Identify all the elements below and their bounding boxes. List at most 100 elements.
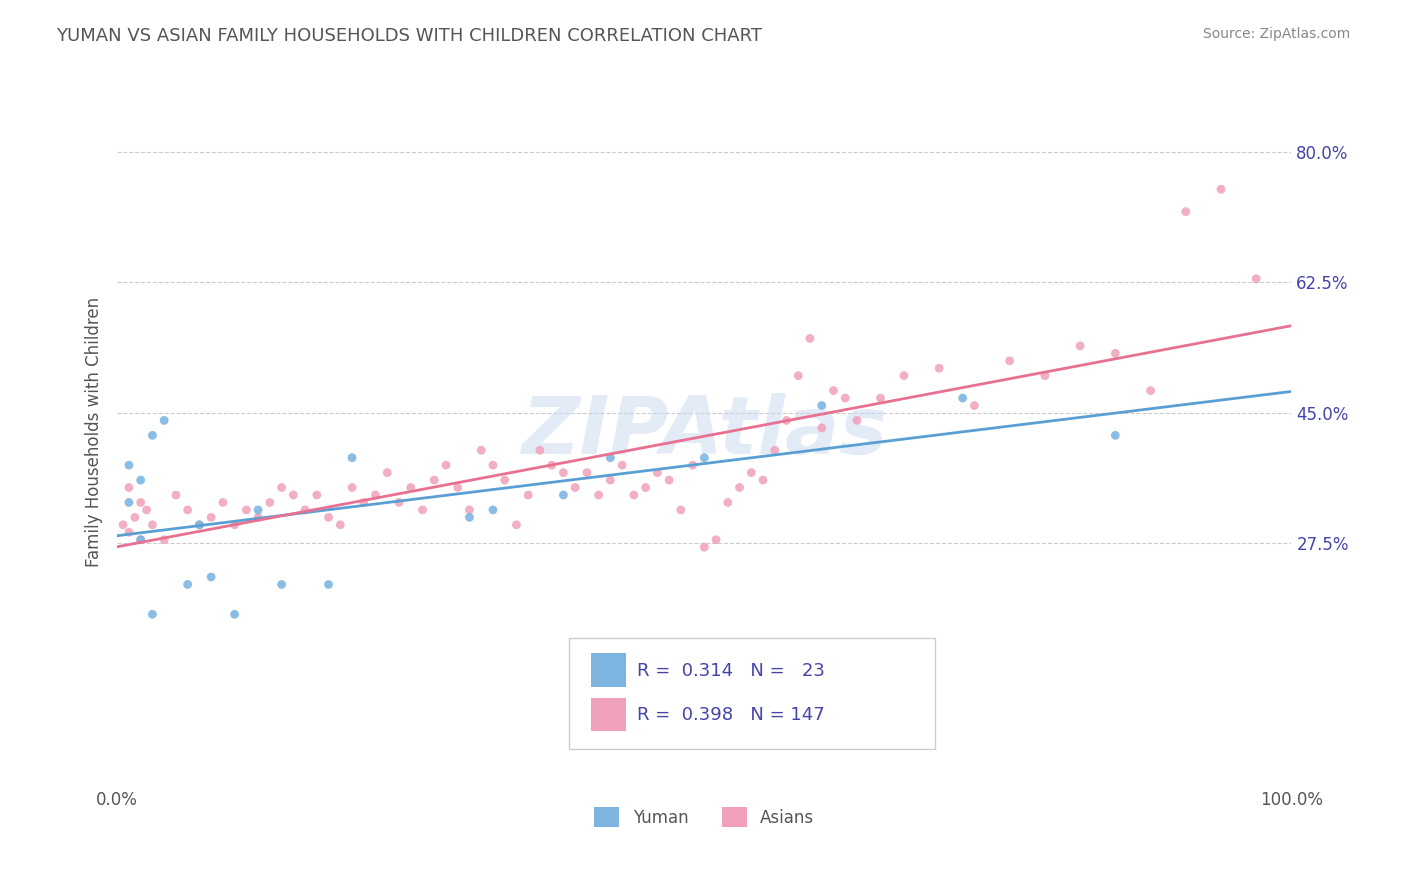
Point xyxy=(353,495,375,509)
Point xyxy=(259,495,281,509)
Point xyxy=(998,353,1021,368)
Point xyxy=(810,421,832,435)
Point xyxy=(153,533,176,547)
Point xyxy=(634,481,657,495)
Point xyxy=(752,473,775,487)
Point xyxy=(610,458,633,472)
Point xyxy=(364,488,387,502)
Point xyxy=(247,510,270,524)
Point xyxy=(141,607,163,622)
Point xyxy=(704,533,727,547)
Point xyxy=(124,510,146,524)
Point xyxy=(212,495,235,509)
Point xyxy=(717,495,740,509)
Point xyxy=(823,384,845,398)
Point xyxy=(564,481,586,495)
Point xyxy=(141,428,163,442)
Point xyxy=(340,450,363,465)
Point xyxy=(458,503,481,517)
Point xyxy=(294,503,316,517)
Point xyxy=(623,488,645,502)
Point xyxy=(118,495,141,509)
Point xyxy=(763,443,786,458)
Point xyxy=(112,517,135,532)
Point xyxy=(599,450,621,465)
Point xyxy=(540,458,562,472)
Point xyxy=(388,495,411,509)
Point xyxy=(482,503,505,517)
Point xyxy=(740,466,762,480)
Point xyxy=(118,481,141,495)
Point xyxy=(200,570,222,584)
Text: ZIPAtlas: ZIPAtlas xyxy=(522,392,887,471)
Point xyxy=(340,481,363,495)
Point xyxy=(165,488,187,502)
Point xyxy=(799,331,821,345)
Point xyxy=(1033,368,1056,383)
Point xyxy=(482,458,505,472)
Point xyxy=(505,517,527,532)
Point xyxy=(247,503,270,517)
Point xyxy=(1104,428,1126,442)
Point xyxy=(928,361,950,376)
Point xyxy=(235,503,257,517)
Point xyxy=(599,473,621,487)
Point xyxy=(588,488,610,502)
Point xyxy=(834,391,856,405)
Point xyxy=(129,533,152,547)
Point xyxy=(517,488,540,502)
Point xyxy=(270,577,292,591)
Point xyxy=(153,413,176,427)
Point xyxy=(1209,182,1232,196)
Point xyxy=(318,510,340,524)
Point xyxy=(329,517,352,532)
Point xyxy=(129,533,152,547)
Text: Source: ZipAtlas.com: Source: ZipAtlas.com xyxy=(1202,27,1350,41)
Point xyxy=(553,488,575,502)
Point xyxy=(434,458,457,472)
Point xyxy=(200,510,222,524)
Point xyxy=(810,399,832,413)
Point xyxy=(176,503,198,517)
Text: YUMAN VS ASIAN FAMILY HOUSEHOLDS WITH CHILDREN CORRELATION CHART: YUMAN VS ASIAN FAMILY HOUSEHOLDS WITH CH… xyxy=(56,27,762,45)
Point xyxy=(575,466,598,480)
Point xyxy=(129,473,152,487)
Point xyxy=(470,443,492,458)
Point xyxy=(224,517,246,532)
Point xyxy=(669,503,692,517)
Point xyxy=(1174,204,1197,219)
Point xyxy=(682,458,704,472)
Point xyxy=(188,517,211,532)
Point xyxy=(1244,272,1267,286)
Point xyxy=(869,391,891,405)
Point xyxy=(141,517,163,532)
Point xyxy=(399,481,422,495)
Point xyxy=(423,473,446,487)
Text: R =  0.398   N = 147: R = 0.398 N = 147 xyxy=(637,706,825,724)
Point xyxy=(118,458,141,472)
Point xyxy=(787,368,810,383)
Legend: Yuman, Asians: Yuman, Asians xyxy=(588,800,821,834)
Point xyxy=(553,466,575,480)
Point xyxy=(118,525,141,540)
Point xyxy=(305,488,328,502)
Text: R =  0.314   N =   23: R = 0.314 N = 23 xyxy=(637,662,825,680)
Point xyxy=(224,607,246,622)
Point xyxy=(494,473,516,487)
Point xyxy=(318,577,340,591)
Point xyxy=(775,413,797,427)
Y-axis label: Family Households with Children: Family Households with Children xyxy=(86,296,103,566)
Point xyxy=(846,413,869,427)
Point xyxy=(129,495,152,509)
Point xyxy=(529,443,551,458)
Point xyxy=(447,481,470,495)
Point xyxy=(176,577,198,591)
Point xyxy=(283,488,305,502)
Point xyxy=(411,503,433,517)
Point xyxy=(693,540,716,554)
Point xyxy=(728,481,751,495)
Point xyxy=(375,466,398,480)
Point xyxy=(893,368,915,383)
Point xyxy=(952,391,974,405)
Point xyxy=(1139,384,1161,398)
